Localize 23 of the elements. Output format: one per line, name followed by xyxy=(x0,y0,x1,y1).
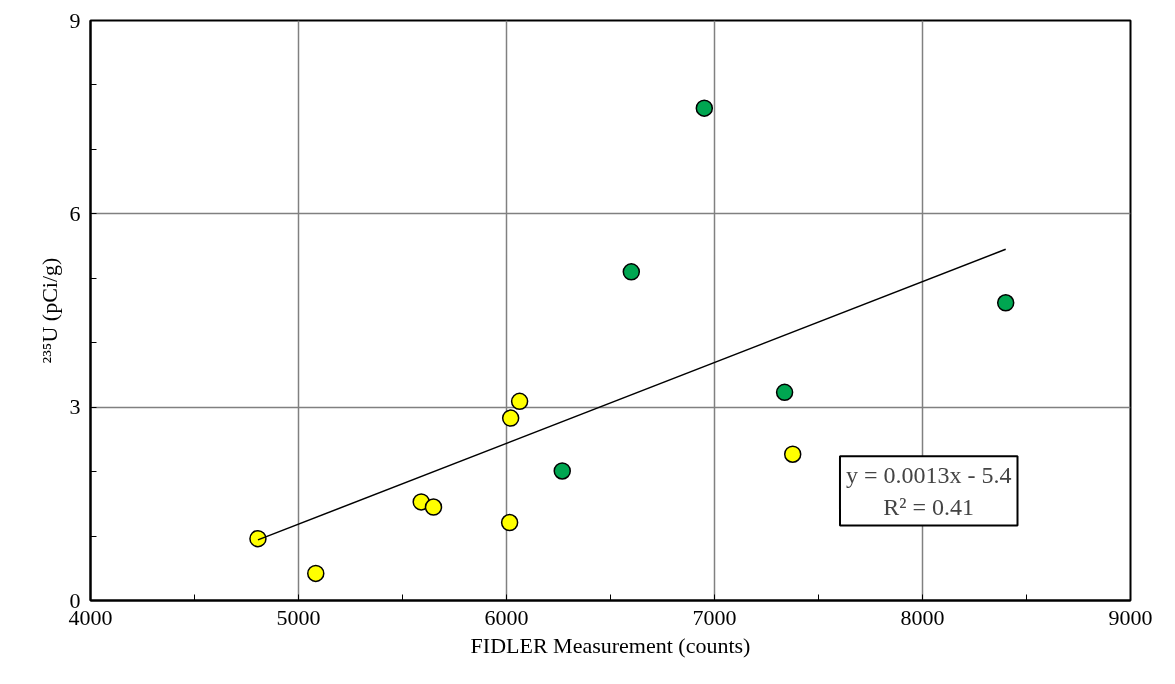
point xyxy=(622,263,641,281)
y-tick-label: 9 xyxy=(69,7,81,33)
x-tick-label: 6000 xyxy=(484,604,529,630)
point xyxy=(695,99,714,117)
point xyxy=(307,564,325,583)
point xyxy=(249,529,267,548)
point xyxy=(783,445,802,463)
point xyxy=(500,513,519,532)
y-tick-label: 6 xyxy=(69,200,81,226)
point xyxy=(510,392,529,411)
x-tick-label: 9000 xyxy=(1108,604,1153,630)
x-tick-label: 8000 xyxy=(900,604,945,630)
y-axis-title: ²³⁵U (pCi/g) xyxy=(36,257,62,364)
annotation: y = 0.0013x - 5.4 R² = 0.41 xyxy=(845,462,1012,520)
x-tick-label: 5000 xyxy=(276,604,321,630)
point xyxy=(424,498,443,516)
point xyxy=(996,294,1015,312)
point xyxy=(501,409,520,427)
x-axis-title: FIDLER Measurement (counts) xyxy=(470,632,751,658)
point xyxy=(775,383,794,402)
y-tick-label: 3 xyxy=(69,394,81,420)
point xyxy=(553,462,571,480)
x-tick-label: 7000 xyxy=(692,604,737,630)
